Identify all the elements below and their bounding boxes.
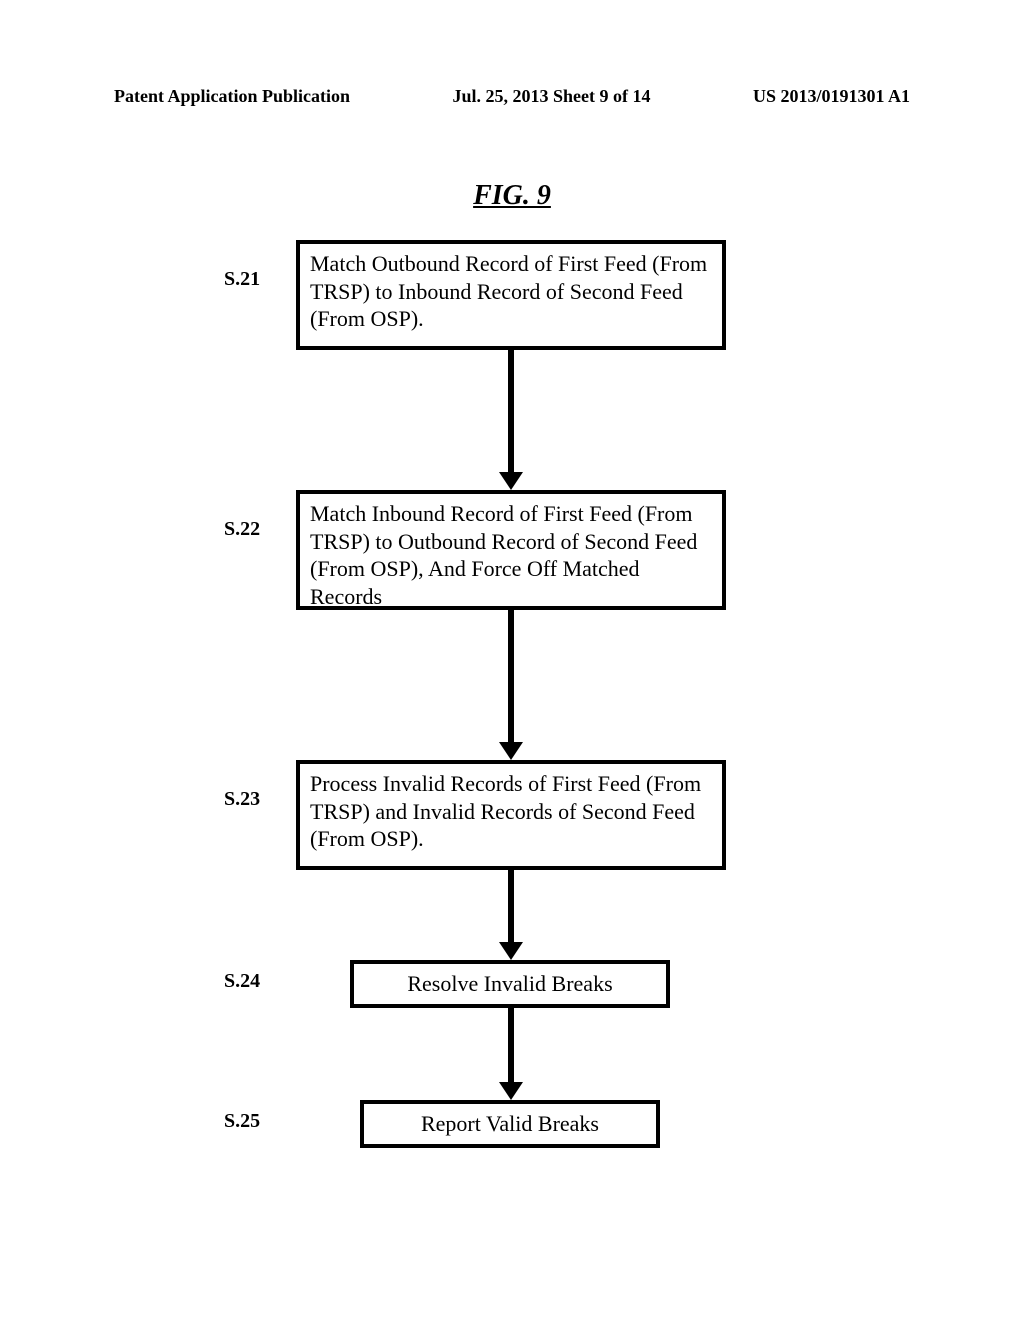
arrow-3-shaft — [508, 870, 514, 944]
arrow-4-head-icon — [499, 1082, 523, 1100]
step-label-s24: S.24 — [224, 970, 260, 993]
step-box-s22: Match Inbound Record of First Feed (From… — [296, 490, 726, 610]
figure-title: FIG. 9 — [0, 180, 1024, 212]
arrow-3-head-icon — [499, 942, 523, 960]
step-box-s21: Match Outbound Record of First Feed (Fro… — [296, 240, 726, 350]
header-center: Jul. 25, 2013 Sheet 9 of 14 — [453, 86, 651, 107]
arrow-1-head-icon — [499, 472, 523, 490]
step-label-s21: S.21 — [224, 268, 260, 291]
arrow-2-shaft — [508, 610, 514, 744]
arrow-2-head-icon — [499, 742, 523, 760]
step-label-s22: S.22 — [224, 518, 260, 541]
step-box-s23: Process Invalid Records of First Feed (F… — [296, 760, 726, 870]
header-left: Patent Application Publication — [114, 86, 350, 107]
step-box-s24: Resolve Invalid Breaks — [350, 960, 670, 1008]
step-box-s25: Report Valid Breaks — [360, 1100, 660, 1148]
arrow-4-shaft — [508, 1008, 514, 1084]
step-label-s25: S.25 — [224, 1110, 260, 1133]
step-label-s23: S.23 — [224, 788, 260, 811]
header-right: US 2013/0191301 A1 — [753, 86, 910, 107]
arrow-1-shaft — [508, 350, 514, 474]
page-header: Patent Application Publication Jul. 25, … — [114, 86, 910, 107]
patent-figure-page: Patent Application Publication Jul. 25, … — [0, 0, 1024, 1320]
